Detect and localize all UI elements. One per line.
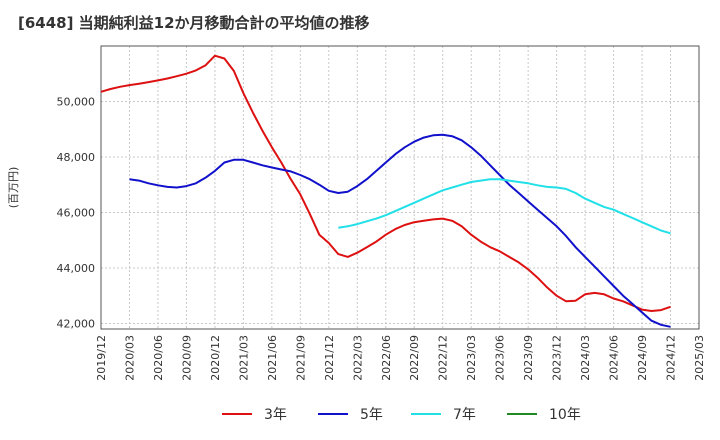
x-tick-label: 2023/09 — [522, 335, 535, 381]
x-tick-label: 2022/03 — [351, 335, 364, 381]
legend-label-3: 7年 — [453, 407, 476, 423]
x-tick-label: 2021/03 — [237, 335, 250, 381]
x-tick-label: 2021/09 — [294, 335, 307, 381]
y-axis-ticks: 42,000 44,000 46,000 48,000 50,000 — [57, 95, 96, 330]
x-tick-label: 2019/12 — [95, 335, 108, 381]
series-line-1 — [100, 54, 671, 312]
x-tick-label: 2022/12 — [437, 335, 450, 381]
x-tick-label: 2025/03 — [693, 335, 706, 381]
x-tick-label: 2021/12 — [323, 335, 336, 381]
x-tick-label: 2024/09 — [636, 335, 649, 381]
x-tick-label: 2024/12 — [665, 335, 678, 381]
y-tick-label: 44,000 — [57, 262, 96, 275]
x-axis-ticks: 2019/12 2020/03 2020/06 2020/09 2020/12 2021/… — [95, 335, 706, 381]
chart-title: [6448] 当期純利益12か月移動合計の平均値の推移 — [18, 14, 370, 32]
x-tick-label: 2024/03 — [579, 335, 592, 381]
x-tick-label: 2021/06 — [266, 335, 279, 381]
legend-label-4: 10年 — [549, 407, 581, 423]
x-tick-label: 2023/06 — [494, 335, 507, 381]
y-tick-label: 50,000 — [57, 95, 96, 108]
legend-label-2: 5年 — [360, 407, 383, 423]
x-tick-label: 2020/12 — [209, 335, 222, 381]
x-tick-label: 2023/12 — [551, 335, 564, 381]
plot-frame — [100, 45, 700, 330]
y-tick-label: 46,000 — [57, 206, 96, 219]
x-tick-label: 2022/09 — [408, 335, 421, 381]
series-line-2 — [129, 133, 671, 328]
x-tick-label: 2020/09 — [180, 335, 193, 381]
y-tick-label: 42,000 — [57, 317, 96, 330]
y-tick-label: 48,000 — [57, 151, 96, 164]
x-tick-label: 2020/06 — [152, 335, 165, 381]
series-lines — [100, 54, 671, 328]
x-tick-label: 2020/03 — [123, 335, 136, 381]
y-axis-label: (百万円) — [7, 167, 20, 209]
legend: 3年 5年 7年 10年 — [222, 407, 581, 423]
series-line-3 — [338, 178, 671, 235]
x-tick-label: 2023/03 — [465, 335, 478, 381]
grid — [100, 46, 700, 329]
x-tick-label: 2022/06 — [380, 335, 393, 381]
legend-label-1: 3年 — [264, 407, 287, 423]
x-tick-label: 2024/06 — [608, 335, 621, 381]
